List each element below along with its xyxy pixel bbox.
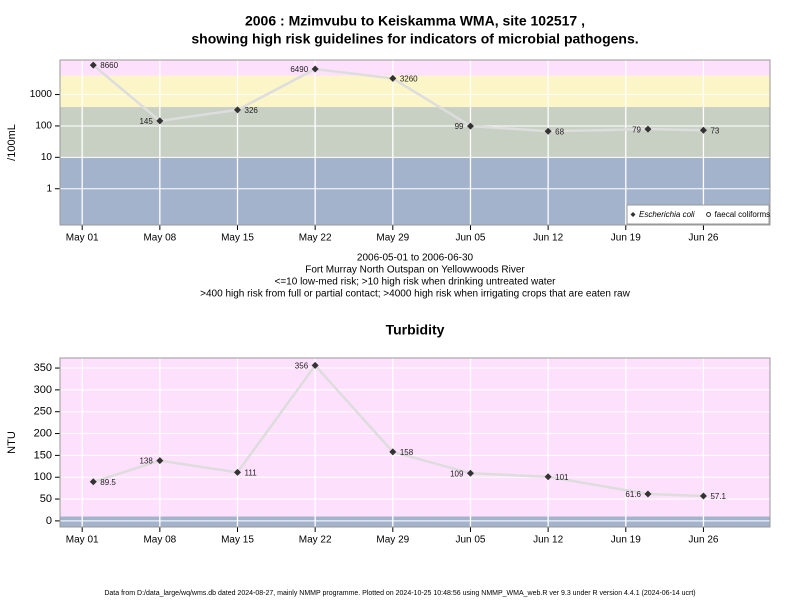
x-tick-label: May 01 (66, 233, 99, 244)
data-label: 326 (245, 106, 259, 115)
data-label: 356 (295, 362, 309, 371)
x-tick-label: May 15 (221, 233, 254, 244)
legend-box (626, 204, 770, 225)
note: 2006-05-01 to 2006-06-30 (357, 253, 474, 264)
note: Fort Murray North Outspan on Yellowwoods… (305, 265, 525, 276)
x-tick-label: May 01 (66, 535, 99, 546)
data-label: 61.6 (625, 490, 641, 499)
x-tick-label: May 08 (143, 535, 176, 546)
plot-frame (59, 357, 771, 528)
y-tick-label: 250 (34, 406, 52, 418)
data-label: 89.5 (100, 478, 116, 487)
chart-title: Turbidity (386, 322, 445, 338)
y-axis-label: NTU (6, 431, 18, 454)
marker (156, 457, 164, 465)
legend-label: Escherichia coli (639, 210, 695, 219)
data-label: 8660 (100, 61, 118, 70)
x-tick-label: May 22 (299, 233, 332, 244)
marker (544, 473, 552, 481)
data-label: 145 (139, 117, 153, 126)
y-tick-label: 1000 (30, 89, 53, 100)
marker (89, 478, 97, 486)
data-label: 79 (632, 125, 641, 134)
plot-frame (59, 59, 771, 226)
x-tick-label: Jun 12 (533, 233, 563, 244)
x-tick-label: Jun 26 (688, 233, 718, 244)
x-tick-label: Jun 12 (533, 535, 563, 546)
x-tick-label: May 15 (221, 535, 254, 546)
data-label: 109 (450, 469, 464, 478)
risk-band (60, 107, 770, 158)
marker (699, 126, 707, 134)
risk-band (60, 516, 770, 527)
marker (644, 125, 652, 133)
x-tick-label: Jun 05 (455, 233, 485, 244)
data-label: 101 (555, 473, 569, 482)
marker (644, 490, 652, 498)
x-tick-label: May 22 (299, 535, 332, 546)
data-label: 3260 (400, 75, 418, 84)
y-tick-label: 10 (41, 152, 53, 163)
marker (234, 468, 241, 476)
x-tick-label: May 29 (376, 233, 409, 244)
risk-band (60, 358, 770, 517)
y-tick-label: 100 (34, 471, 52, 483)
y-tick-label: 1 (46, 183, 52, 194)
risk-band (60, 60, 770, 76)
marker (466, 469, 474, 477)
x-tick-label: Jun 05 (455, 535, 485, 546)
marker (544, 127, 552, 135)
y-tick-label: 0 (46, 515, 52, 527)
data-label: 138 (139, 457, 153, 466)
data-label: 6490 (290, 65, 308, 74)
y-tick-label: 350 (34, 362, 52, 374)
y-tick-label: 150 (34, 449, 52, 461)
marker (466, 122, 474, 130)
legend-label: faecal coliforms (715, 210, 771, 219)
footer: Data from D:/data_large/wq/wms.db dated … (104, 590, 695, 597)
data-label: 111 (245, 469, 258, 478)
marker (311, 361, 319, 369)
x-tick-label: Jun 26 (688, 535, 718, 546)
y-tick-label: 200 (34, 427, 52, 439)
chart-title: 2006 : Mzimvubu to Keiskamma WMA, site 1… (245, 13, 585, 29)
y-tick-label: 300 (34, 384, 52, 396)
note: >400 high risk from full or partial cont… (200, 289, 630, 300)
y-axis-label: /100mL (6, 124, 18, 161)
marker (389, 74, 397, 82)
marker (699, 492, 707, 500)
note: <=10 low-med risk; >10 high risk when dr… (275, 277, 557, 288)
legend-marker (706, 212, 712, 217)
chart-title: showing high risk guidelines for indicat… (191, 31, 638, 47)
y-tick-label: 50 (40, 493, 52, 505)
y-tick-label: 100 (35, 121, 52, 132)
data-label: 99 (455, 122, 464, 131)
marker (89, 61, 97, 69)
marker (389, 448, 397, 456)
x-tick-label: Jun 19 (611, 233, 641, 244)
data-label: 57.1 (710, 492, 726, 501)
data-label: 73 (710, 126, 719, 135)
x-tick-label: Jun 19 (611, 535, 641, 546)
x-tick-label: May 29 (376, 535, 409, 546)
x-tick-label: May 08 (143, 233, 176, 244)
data-label: 68 (555, 127, 564, 136)
marker (156, 117, 164, 125)
marker (311, 65, 319, 73)
marker (234, 106, 241, 114)
legend-marker (630, 212, 636, 217)
data-label: 158 (400, 448, 414, 457)
